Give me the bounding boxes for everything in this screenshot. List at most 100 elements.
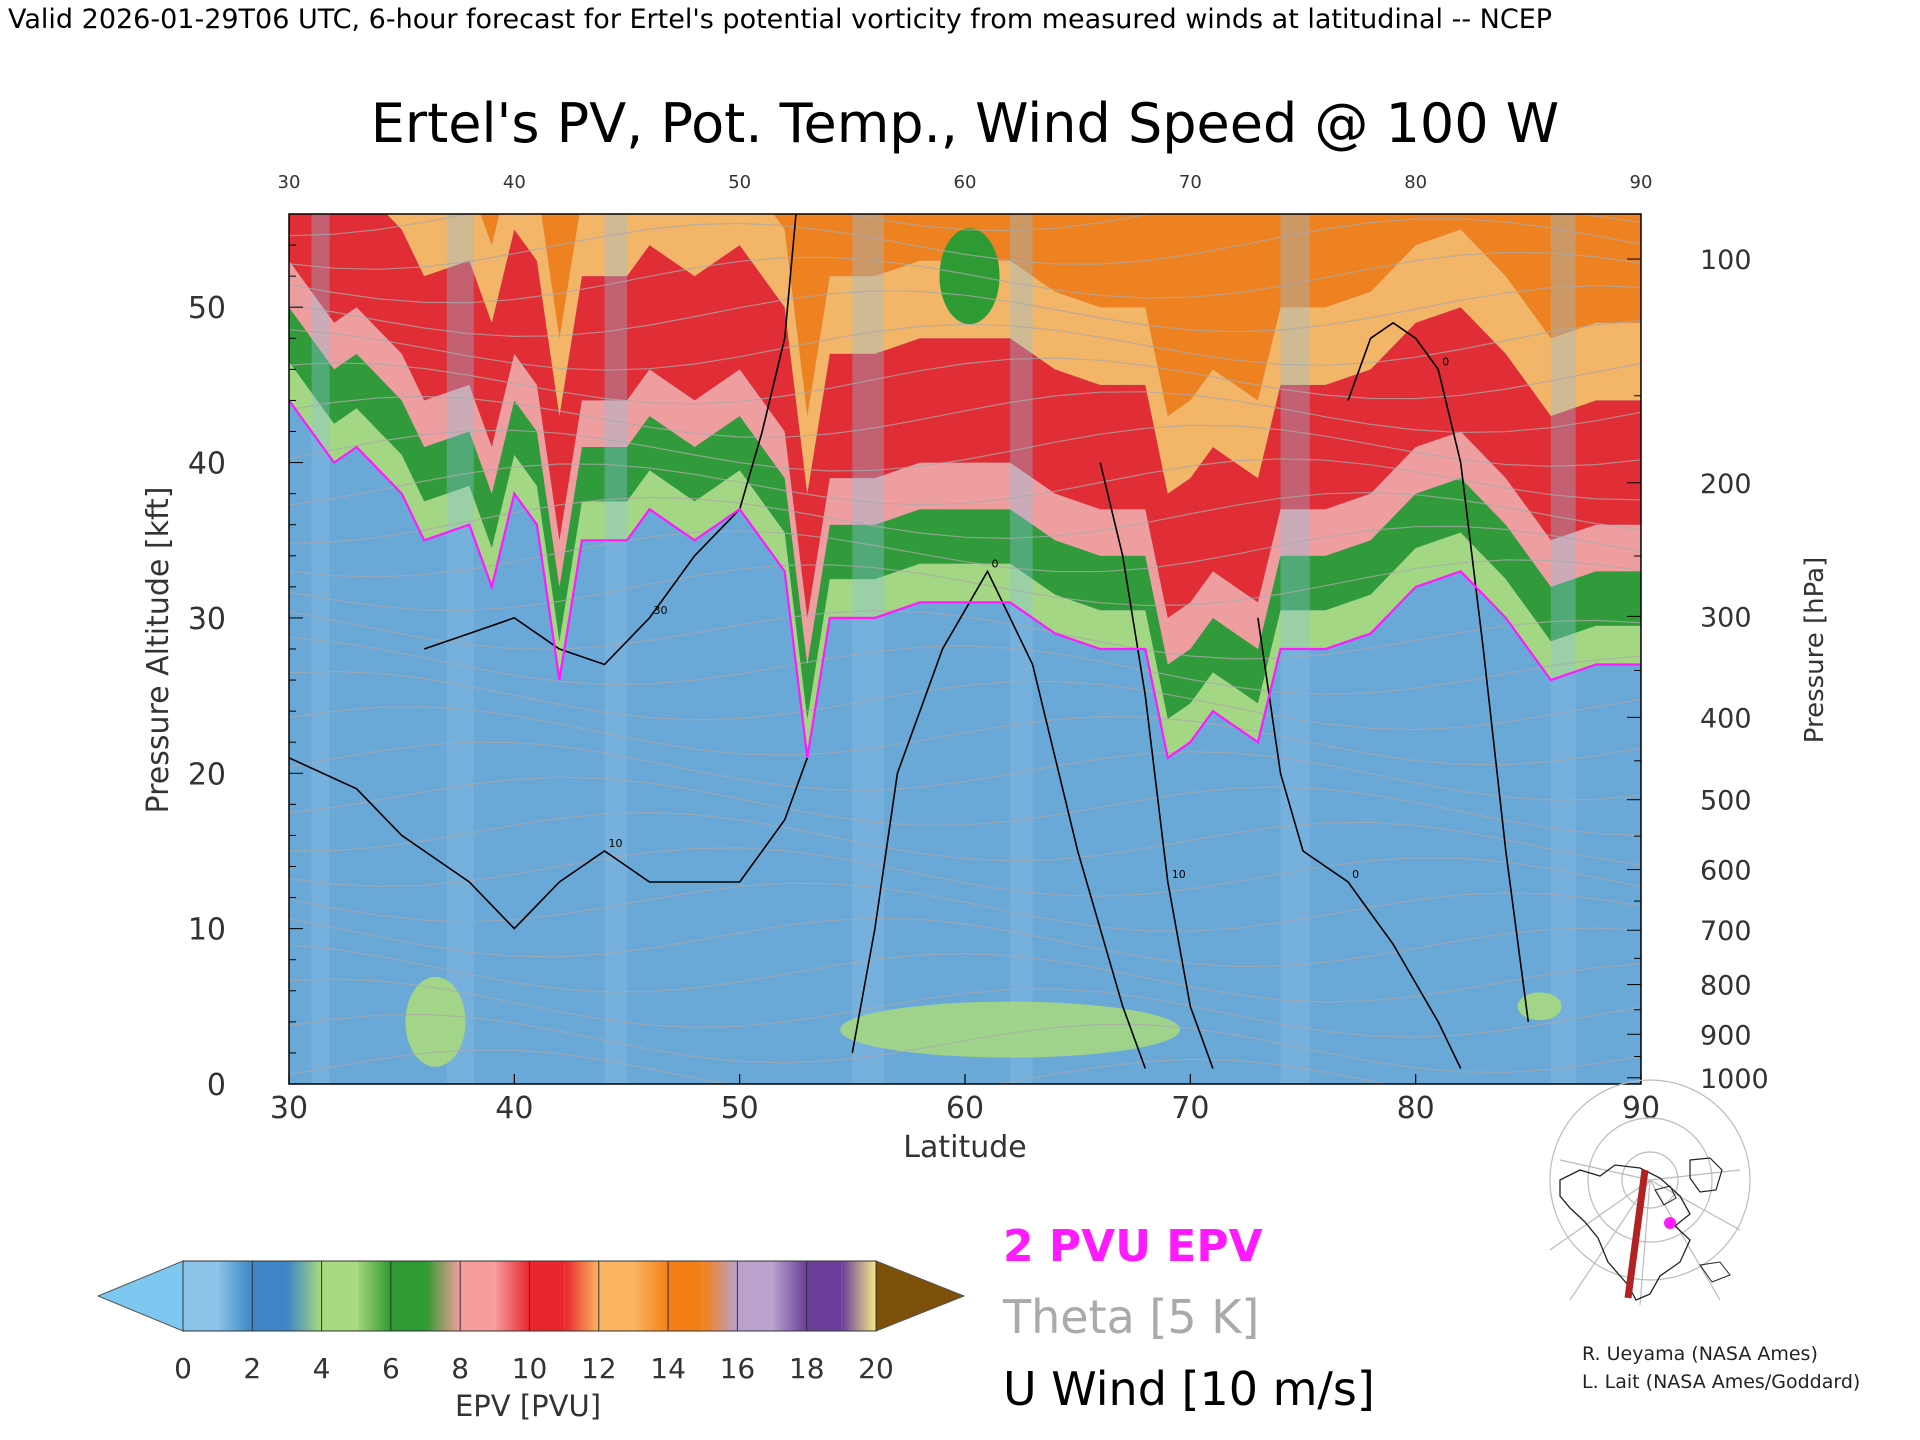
theta-contour: [289, 559, 1641, 611]
x-top-tick-label: 90: [1630, 172, 1653, 193]
theta-contour: [289, 251, 1641, 304]
pv-streak-6: [1550, 214, 1576, 1084]
legend-epv-contour: 2 PVU EPV: [1003, 1221, 1263, 1272]
theta-contour: [289, 218, 1641, 270]
x-tick-label: 70: [1171, 1091, 1209, 1126]
pressure-tick-label: 800: [1700, 971, 1752, 1002]
pressure-tick-label: 900: [1700, 1020, 1752, 1051]
theta-contour: [289, 706, 1641, 766]
colorbar-tick-label: 2: [243, 1352, 261, 1385]
pv-band-1: [289, 307, 1641, 719]
colorbar-swatch: [841, 1261, 876, 1331]
u-wind-contour-3: [1099, 462, 1214, 1069]
colorbar-swatch: [598, 1261, 634, 1331]
epv-2pvu-contour: [289, 399, 1641, 760]
pv-band-4: [386, 214, 1641, 494]
x-tick-label: 30: [270, 1091, 308, 1126]
legend-u-wind: U Wind [10 m/s]: [1003, 1362, 1375, 1416]
u-wind-contour-4: [1257, 617, 1462, 1069]
theta-contour: [289, 525, 1641, 578]
u-wind-contour-0: [423, 214, 797, 666]
colorbar-over-arrow: [875, 1260, 966, 1332]
y-axis-right: 100 200 300 400 500 600 700 800 900 1000: [1627, 245, 1769, 1095]
transect-line-icon: [1624, 1169, 1649, 1299]
u-wind-contour-5: [1347, 321, 1530, 1023]
colorbar-label: EPV [PVU]: [455, 1389, 601, 1423]
theta-contour: [289, 811, 1641, 866]
pressure-tick-label: 100: [1700, 245, 1752, 276]
theta-contour: [289, 882, 1641, 932]
colorbar-swatch: [702, 1261, 738, 1331]
colorbar-swatch: [772, 1261, 807, 1331]
u-wind-contour-1: [289, 757, 809, 930]
colorbar-swatch: [668, 1261, 703, 1331]
pv-band-3: [289, 214, 1641, 618]
theta-contour: [289, 319, 1641, 371]
colorbar-swatch: [321, 1261, 357, 1331]
pressure-tick-label: 700: [1700, 916, 1752, 947]
colorbar-tick-label: 14: [650, 1352, 686, 1385]
pv-streak-0: [311, 214, 330, 1084]
x-top-tick-label: 40: [503, 172, 526, 193]
x-tick-label: 80: [1397, 1091, 1435, 1126]
u-wind-label-3: 10: [1172, 868, 1186, 881]
colorbar-tick-label: 18: [789, 1352, 825, 1385]
colorbar-tick-label: 4: [313, 1352, 331, 1385]
y-tick-label: 40: [188, 447, 226, 482]
valid-time-header: Valid 2026-01-29T06 UTC, 6-hour forecast…: [8, 4, 1552, 35]
pv-cell-green: [939, 228, 1000, 325]
colorbar-tick-label: 6: [382, 1352, 400, 1385]
theta-contour: [289, 1013, 1641, 1073]
colorbar: 0 2 4 6 8 10 12 14 16 18 20: [96, 1260, 966, 1385]
theta-contour: [289, 491, 1641, 544]
y-axis-left: 0 10 20 30 40 50: [188, 213, 303, 1103]
x-axis-label: Latitude: [903, 1130, 1026, 1165]
x-top-tick-label: 30: [278, 172, 301, 193]
colorbar-swatch: [183, 1261, 218, 1331]
pressure-tick-label: 500: [1700, 786, 1752, 817]
x-tick-label: 90: [1622, 1091, 1660, 1126]
theta-contour: [289, 458, 1641, 506]
colorbar-swatch: [252, 1261, 287, 1331]
pv-blob-3: [1517, 992, 1562, 1021]
pv-blob-2: [840, 1001, 1181, 1058]
pv-blob-1: [405, 976, 466, 1067]
pressure-tick-label: 200: [1700, 469, 1752, 500]
x-axis-bottom: 30 40 50 60 70 80 90: [270, 1074, 1660, 1126]
colorbar-tick-label: 0: [174, 1352, 192, 1385]
theta-contour: [289, 285, 1641, 338]
u-wind-label-4: 0: [1352, 868, 1359, 881]
theta-contour: [289, 609, 1641, 660]
y2-axis-label: Pressure [hPa]: [1800, 557, 1830, 744]
y-tick-label: 50: [188, 291, 226, 326]
credit-line-1: R. Ueyama (NASA Ames): [1582, 1343, 1818, 1365]
colorbar-tick-label: 8: [451, 1352, 469, 1385]
colorbar-tick-label: 16: [720, 1352, 756, 1385]
u-wind-label-0: 30: [654, 604, 668, 617]
x-tick-label: 50: [721, 1091, 759, 1126]
pv-streak-3: [852, 214, 884, 1084]
colorbar-tick-label: 20: [858, 1352, 894, 1385]
colorbar-swatch: [425, 1261, 461, 1331]
u-wind-label-2: 0: [992, 557, 999, 570]
colorbar-under-arrow: [96, 1260, 184, 1332]
pv-band-5: [480, 214, 1641, 416]
y-tick-label: 0: [207, 1068, 226, 1103]
x-top-tick-label: 60: [954, 172, 977, 193]
theta-contour: [289, 636, 1641, 695]
epv-field: 30 10 0 10 0 0: [289, 214, 1641, 1084]
theta-contour: [289, 847, 1641, 897]
x-tick-label: 40: [495, 1091, 533, 1126]
colorbar-swatch: [390, 1261, 426, 1331]
colorbar-tick-label: 10: [512, 1352, 548, 1385]
y-tick-label: 20: [188, 757, 226, 792]
colorbar-swatch: [217, 1261, 253, 1331]
colorbar-tick-label: 12: [581, 1352, 617, 1385]
pressure-tick-label: 1000: [1700, 1064, 1769, 1095]
legend-theta: Theta [5 K]: [1002, 1290, 1259, 1344]
colorbar-swatch: [494, 1261, 530, 1331]
pressure-tick-label: 600: [1700, 856, 1752, 887]
theta-contour: [289, 670, 1641, 731]
colorbar-swatch: [806, 1261, 842, 1331]
